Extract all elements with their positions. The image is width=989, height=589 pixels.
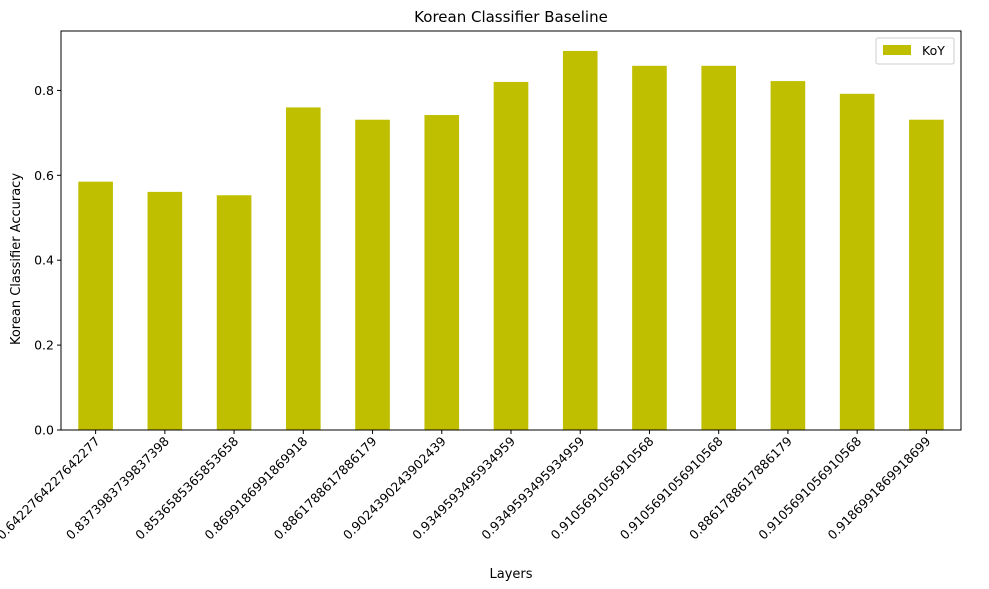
bar [562,50,598,430]
legend: KoY [875,37,955,65]
y-tick-label: 0.6 [34,168,54,183]
x-axis-label: Layers [489,567,532,582]
bar [770,81,806,431]
y-axis: 0.0 0.2 0.4 0.6 0.8 [34,83,61,438]
y-tick-label: 0.2 [34,338,54,353]
legend-box [875,37,955,65]
bar [78,181,113,430]
bar [355,119,390,430]
chart-title: Korean Classifier Baseline [414,8,608,26]
y-tick-label: 0.0 [34,423,54,438]
y-axis-label: Korean Classifier Accuracy [9,173,24,345]
bar [701,65,736,430]
bar [424,115,460,430]
y-tick-label: 0.4 [34,253,54,268]
x-axis: 0.64227642276422770.83739837398373980.85… [0,430,934,543]
bar [839,93,875,430]
bar [632,65,667,430]
legend-label: KoY [922,43,945,58]
bar [216,195,252,430]
plot-area [78,50,944,431]
legend-swatch [883,45,911,55]
bar [493,81,529,431]
bar [909,119,944,430]
bar [147,191,183,430]
bar [286,107,321,430]
y-tick-label: 0.8 [34,83,54,98]
